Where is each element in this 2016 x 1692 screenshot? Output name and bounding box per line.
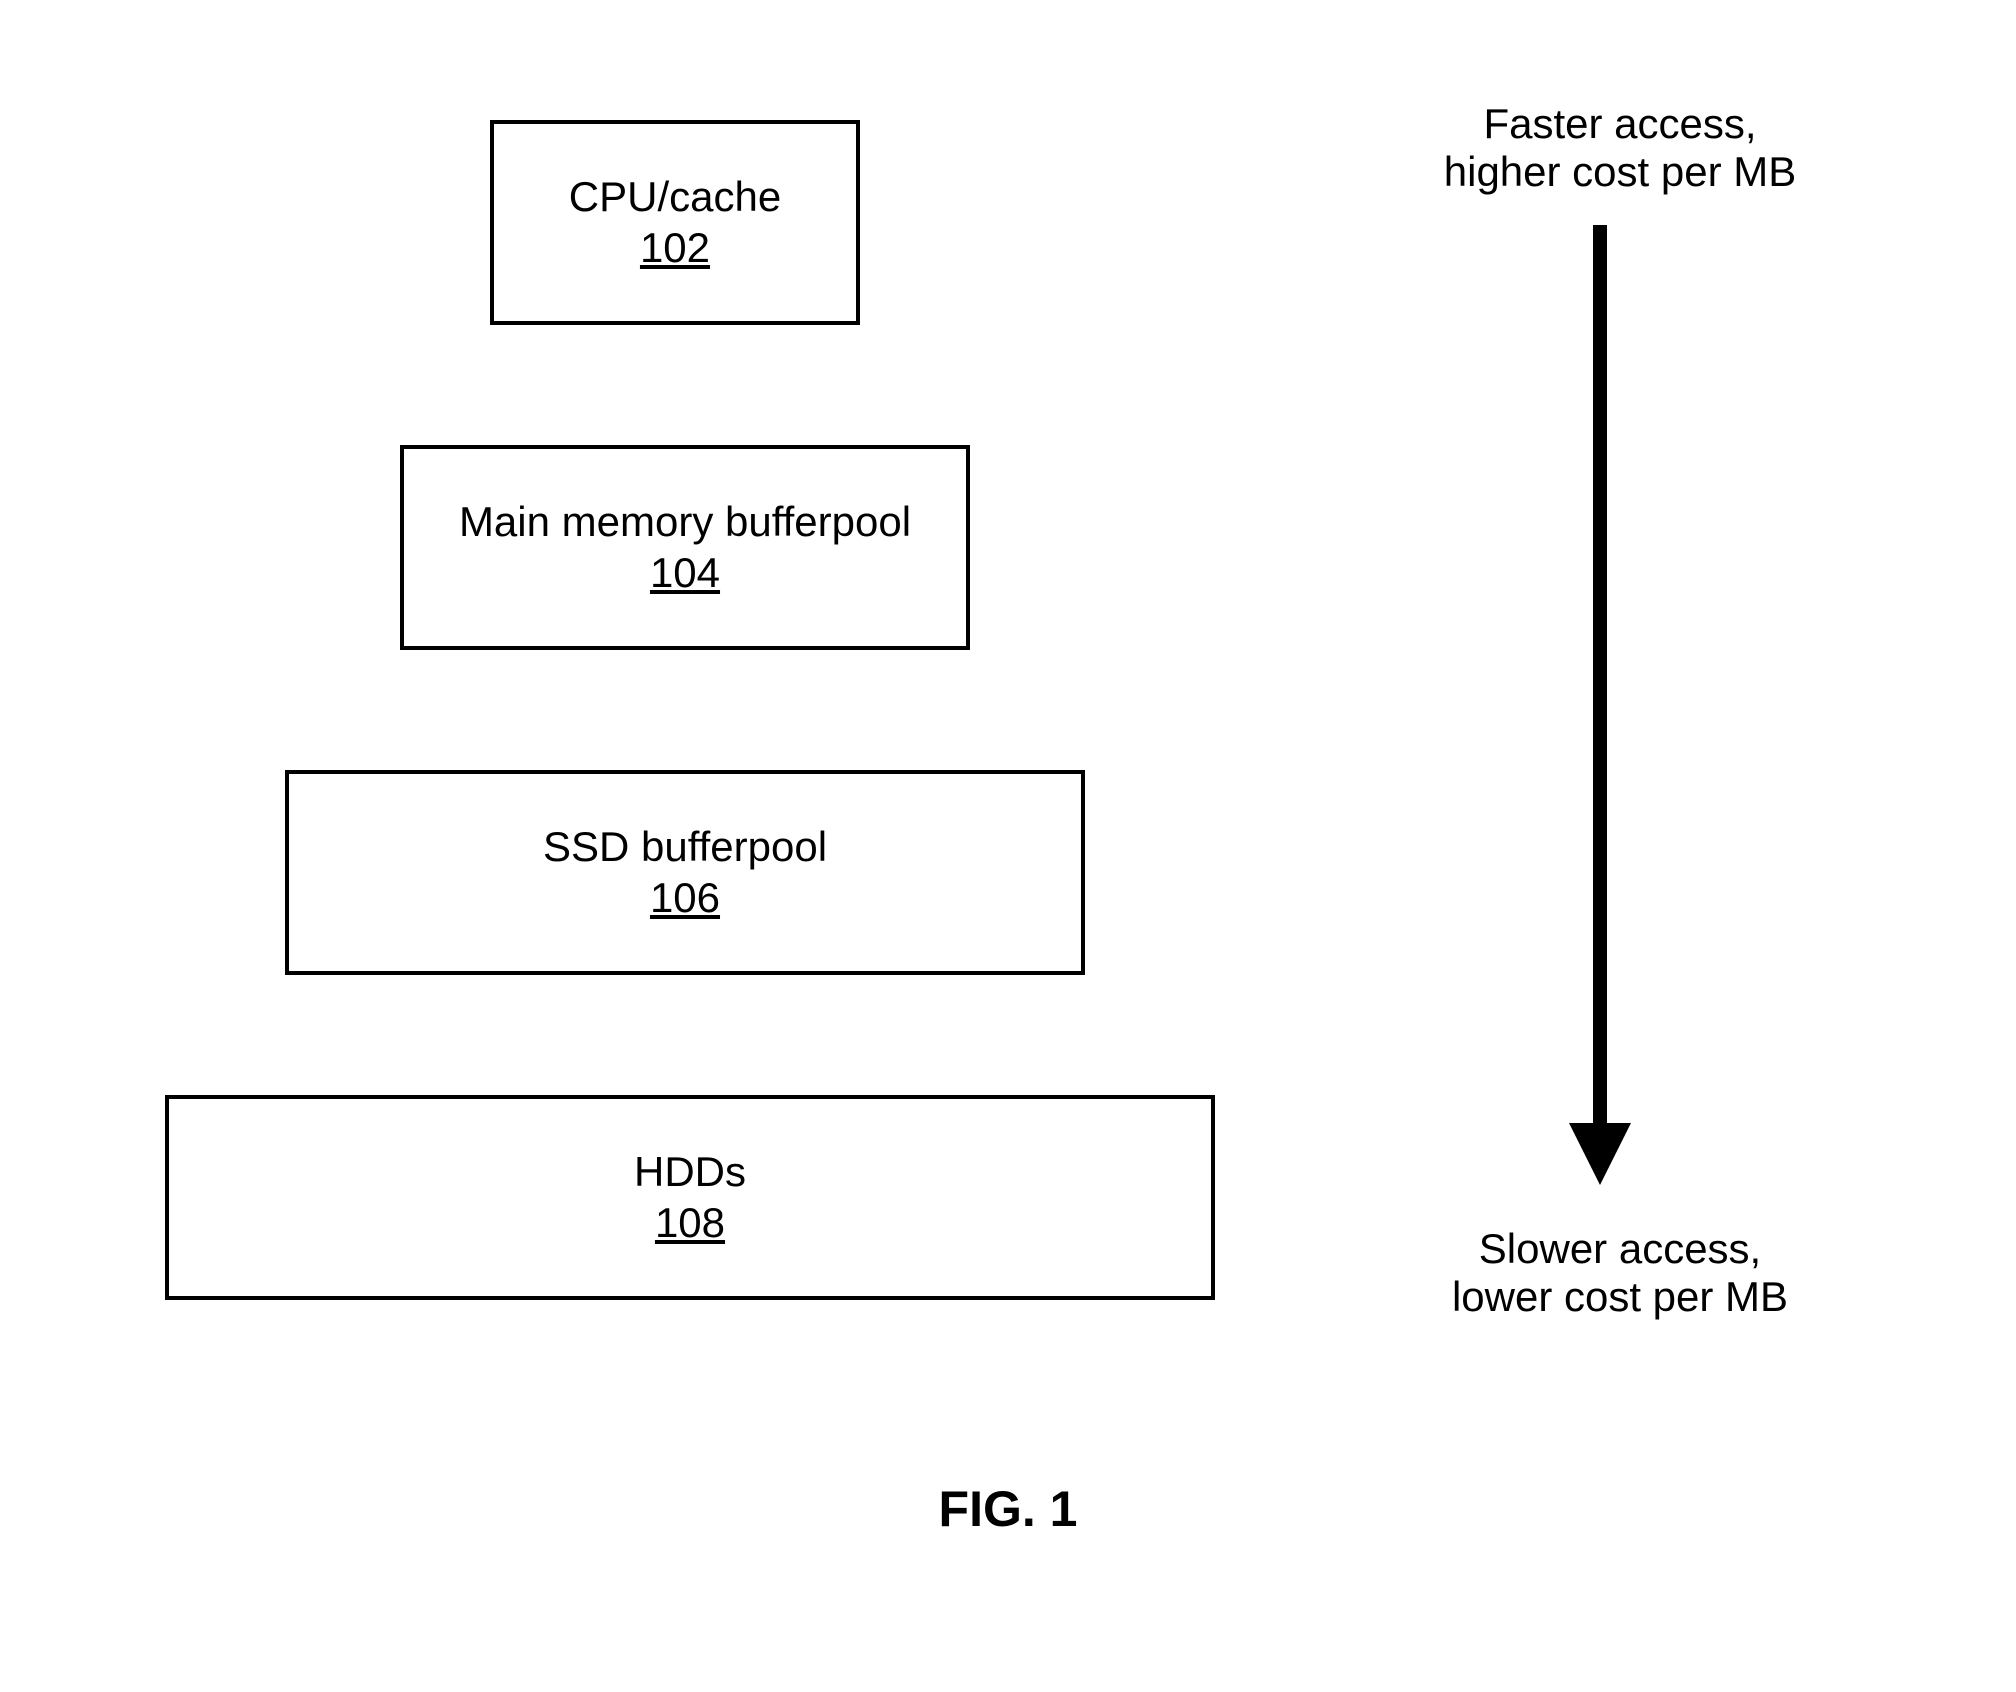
- annotation-top-line2: higher cost per MB: [1380, 148, 1860, 196]
- hierarchy-arrow: [1567, 225, 1633, 1185]
- tier-main-memory: Main memory bufferpool 104: [400, 445, 970, 650]
- annotation-bottom-line2: lower cost per MB: [1380, 1273, 1860, 1321]
- tier-ref: 108: [655, 1199, 725, 1247]
- annotation-bottom-line1: Slower access,: [1380, 1225, 1860, 1273]
- tier-label: HDDs: [634, 1148, 746, 1196]
- diagram-canvas: CPU/cache 102 Main memory bufferpool 104…: [0, 0, 2016, 1692]
- tier-hdds: HDDs 108: [165, 1095, 1215, 1300]
- tier-ref: 104: [650, 549, 720, 597]
- tier-cpu-cache: CPU/cache 102: [490, 120, 860, 325]
- tier-ref: 102: [640, 224, 710, 272]
- figure-caption: FIG. 1: [0, 1480, 2016, 1538]
- tier-label: Main memory bufferpool: [459, 498, 911, 546]
- annotation-top-line1: Faster access,: [1380, 100, 1860, 148]
- annotation-bottom: Slower access, lower cost per MB: [1380, 1225, 1860, 1322]
- annotation-top: Faster access, higher cost per MB: [1380, 100, 1860, 197]
- tier-label: SSD bufferpool: [543, 823, 827, 871]
- tier-label: CPU/cache: [569, 173, 781, 221]
- tier-ssd-bufferpool: SSD bufferpool 106: [285, 770, 1085, 975]
- tier-ref: 106: [650, 874, 720, 922]
- arrow-down-icon: [1567, 225, 1633, 1185]
